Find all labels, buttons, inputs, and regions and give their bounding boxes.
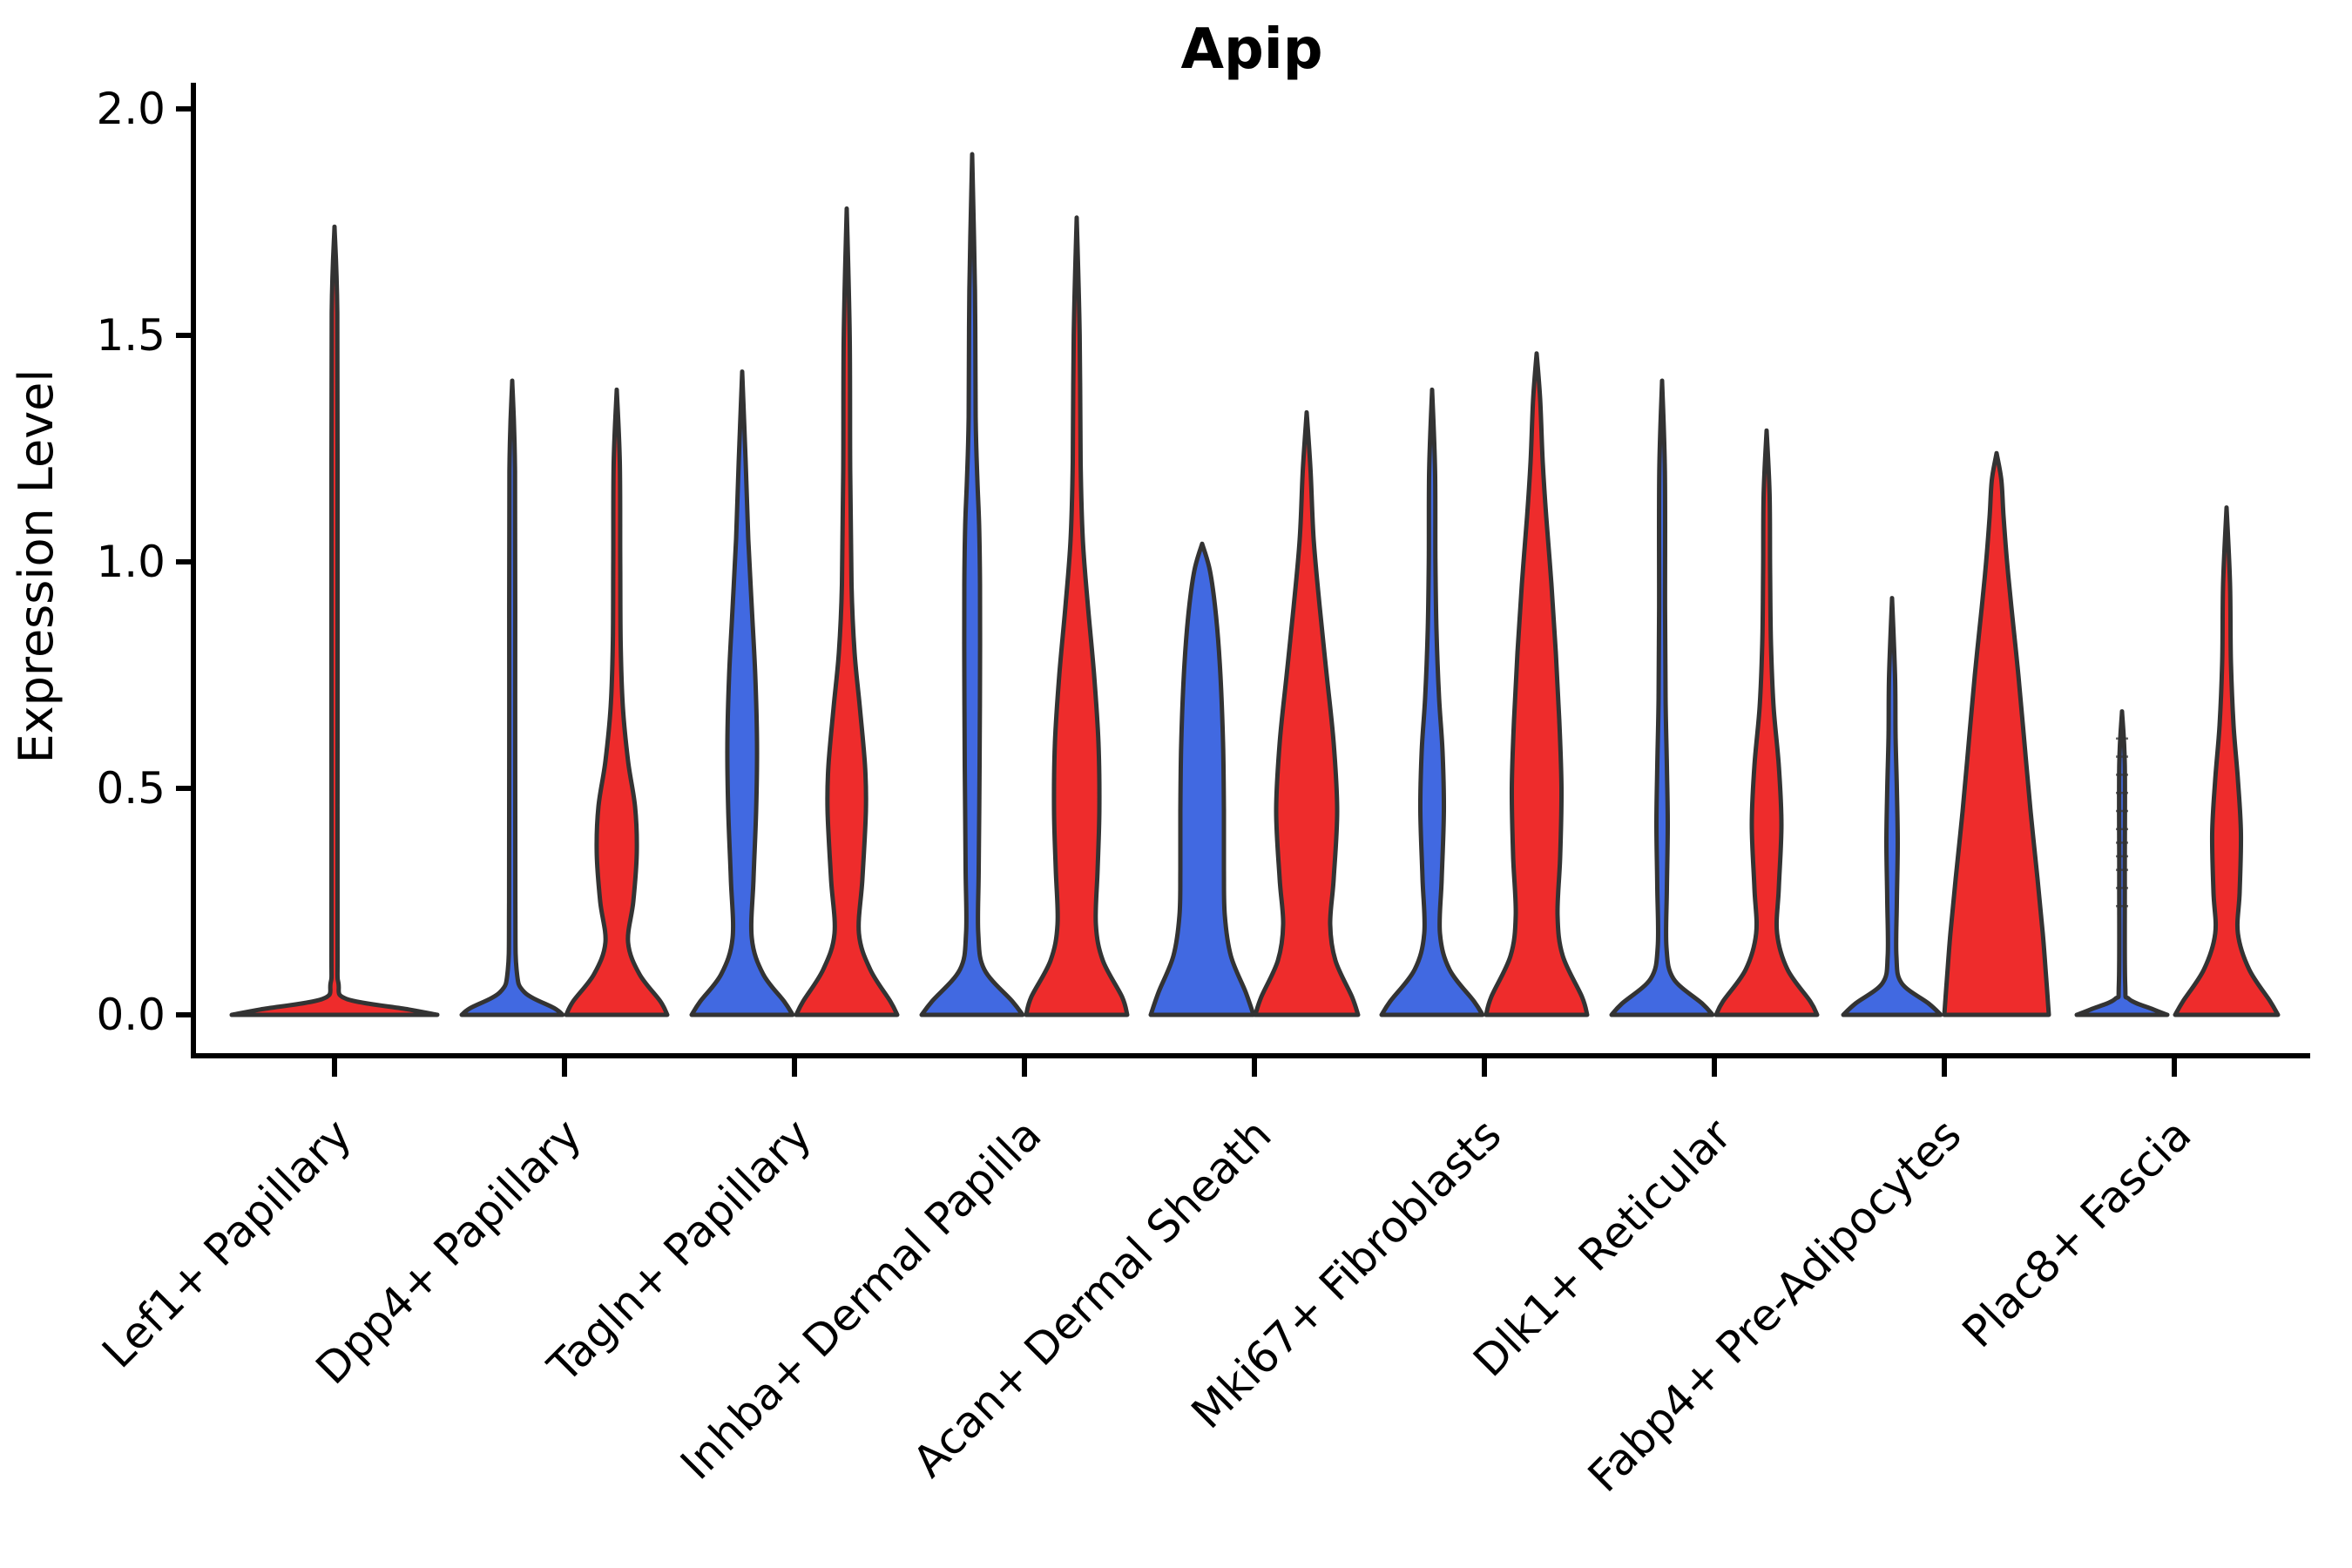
y-axis-label: Expression Level	[9, 369, 64, 764]
y-tick-label: 0.0	[96, 990, 166, 1040]
violins-group	[229, 152, 2281, 1017]
violin-2-blue	[689, 369, 795, 1017]
violin-6-red	[1713, 428, 1820, 1017]
x-tick-label: Lef1+ Papillary	[92, 1109, 361, 1377]
violin-7-red	[1942, 450, 2051, 1017]
violin-0-single	[229, 224, 440, 1017]
x-tick-label: Fabp4+ Pre-Adipocytes	[1578, 1109, 1971, 1502]
violin-5-red	[1484, 351, 1590, 1017]
y-tick-label: 0.5	[96, 763, 166, 814]
violin-8-blue	[2074, 709, 2170, 1017]
x-tick-label: Plac8+ Fascia	[1953, 1109, 2201, 1357]
y-tick-label: 1.5	[96, 310, 166, 361]
chart-title: Apip	[1180, 17, 1322, 82]
y-tick-label: 2.0	[96, 84, 166, 134]
violin-3-red	[1024, 215, 1130, 1017]
violin-3-blue	[919, 152, 1025, 1017]
violin-7-blue	[1841, 596, 1943, 1017]
y-tick-label: 1.0	[96, 537, 166, 587]
violin-4-red	[1253, 409, 1361, 1017]
violin-8-red	[2173, 505, 2281, 1017]
violin-4-blue	[1148, 541, 1256, 1017]
expression-point-dashes	[2116, 737, 2128, 908]
y-axis-ticks: 0.0 0.5 1.0 1.5 2.0	[96, 84, 193, 1040]
violin-1-blue	[459, 378, 565, 1017]
violin-2-red	[794, 206, 900, 1017]
violin-6-blue	[1609, 378, 1715, 1017]
violin-5-blue	[1379, 387, 1485, 1017]
violin-1-red	[564, 387, 670, 1017]
